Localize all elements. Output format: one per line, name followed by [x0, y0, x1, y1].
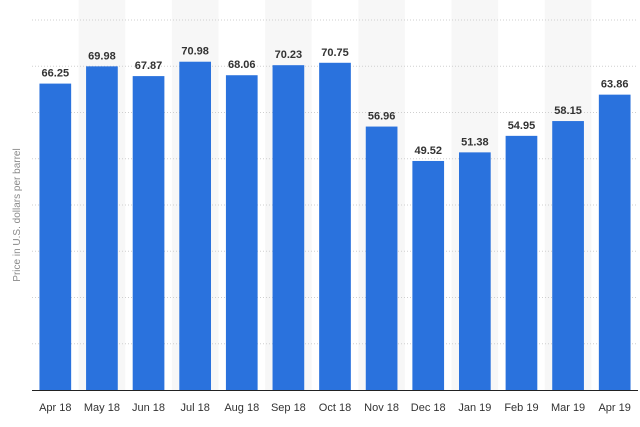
bar[interactable] — [132, 76, 165, 390]
x-tick-label: Jun 18 — [132, 402, 165, 414]
x-tick-label: Oct 18 — [319, 402, 351, 414]
bar[interactable] — [225, 75, 258, 390]
x-tick-label: Apr 18 — [39, 402, 71, 414]
bar[interactable] — [458, 152, 491, 390]
data-label: 49.52 — [414, 145, 442, 157]
x-tick-label: Nov 18 — [364, 402, 399, 414]
data-label: 68.06 — [228, 59, 256, 71]
bar[interactable] — [412, 160, 445, 390]
x-tick-label: Jan 19 — [458, 402, 491, 414]
x-tick-label: May 18 — [84, 402, 120, 414]
bar[interactable] — [598, 94, 631, 391]
data-label: 56.96 — [368, 111, 396, 123]
x-tick-label: Jul 18 — [180, 402, 209, 414]
x-tick-label: Feb 19 — [504, 402, 538, 414]
data-label: 67.87 — [135, 60, 163, 72]
data-label: 70.98 — [181, 46, 209, 58]
data-label: 70.75 — [321, 47, 349, 59]
bar[interactable] — [39, 83, 72, 390]
data-label: 69.98 — [88, 50, 116, 62]
bar[interactable] — [86, 66, 118, 390]
data-label: 51.38 — [461, 136, 489, 148]
data-label: 54.95 — [508, 120, 536, 132]
y-axis-label: Price in U.S. dollars per barrel — [12, 148, 23, 281]
bar[interactable] — [319, 62, 351, 390]
data-label: 58.15 — [554, 105, 582, 117]
x-tick-label: Apr 19 — [598, 402, 630, 414]
bars — [39, 61, 631, 391]
x-tick-label: Aug 18 — [224, 402, 259, 414]
data-label: 70.23 — [275, 49, 303, 61]
data-labels: 66.25 69.98 67.87 70.98 68.06 70.23 70.75 56.96… — [42, 46, 629, 157]
x-tick-label: Sep 18 — [271, 402, 306, 414]
bar[interactable] — [179, 61, 212, 390]
bar[interactable] — [272, 65, 305, 390]
bar[interactable] — [505, 135, 538, 390]
data-label: 63.86 — [601, 79, 629, 91]
bar[interactable] — [552, 121, 584, 391]
x-axis-ticks: Apr 18 May 18 Jun 18 Jul 18 Aug 18 Sep 18 Oct … — [39, 402, 631, 414]
data-label: 66.25 — [42, 68, 70, 80]
x-tick-label: Mar 19 — [551, 402, 585, 414]
x-tick-label: Dec 18 — [411, 402, 446, 414]
bar[interactable] — [365, 126, 398, 390]
